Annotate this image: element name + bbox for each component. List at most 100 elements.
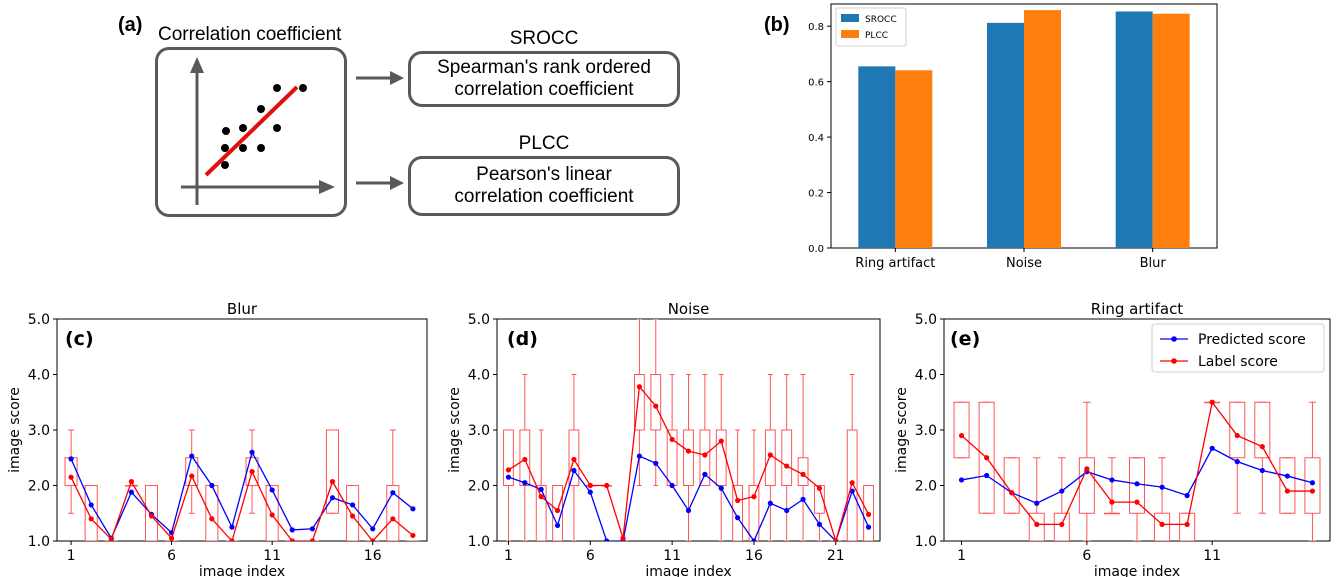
predicted-score-point [1184, 492, 1190, 499]
label-score-point [1109, 499, 1115, 505]
legend-swatch [841, 14, 859, 22]
legend-marker [1171, 358, 1177, 364]
label-score-point [1234, 432, 1240, 439]
y-tick-label: 5.0 [915, 312, 937, 328]
box-iqr [797, 457, 809, 486]
plcc-title: PLCC [518, 133, 570, 154]
box-iqr [325, 429, 340, 514]
legend-label: PLCC [865, 31, 888, 41]
predicted-score-point [68, 456, 74, 462]
y-tick-label: 4.0 [28, 368, 50, 384]
y-tick-label: 4.0 [915, 368, 937, 384]
x-tick-label: 1 [67, 548, 76, 564]
panel-label: (c) [65, 328, 94, 350]
predicted-score-point [1159, 484, 1165, 490]
x-tick-label: 6 [167, 548, 176, 564]
y-tick-label: 1.0 [915, 534, 937, 550]
predicted-score-point [800, 496, 806, 502]
predicted-score-point [269, 487, 275, 493]
predicted-score-point [1259, 467, 1265, 474]
label-score-point [1309, 488, 1316, 494]
label-score-point [849, 480, 855, 486]
label-score-point [390, 516, 396, 522]
label-score-point [522, 456, 528, 463]
predicted-score-point [984, 472, 990, 479]
box-iqr [732, 485, 744, 541]
correlation-box-title: Correlation coefficient [158, 24, 342, 45]
label-score-point [329, 479, 336, 485]
x-tick-label: 1 [957, 548, 966, 564]
predicted-score-point [735, 515, 741, 521]
predicted-score-point [554, 522, 561, 529]
predicted-score-point [958, 477, 965, 483]
label-score-point [718, 438, 724, 444]
predicted-score-point [309, 526, 315, 532]
x-axis-label: image index [1094, 564, 1180, 577]
label-score-point [229, 538, 235, 541]
x-tick-label: 1 [504, 548, 513, 564]
label-score-point [587, 482, 593, 489]
label-score-point [620, 535, 626, 541]
y-tick-label: 2.0 [468, 479, 490, 495]
label-score-point [538, 494, 544, 500]
box-iqr [1279, 457, 1296, 514]
x-tick-label: 16 [364, 548, 382, 564]
line-chart-ring-artifact: Ring artifact (e) 1.0 2.0 3.0 4.0 5.0 1 6 11 image… [894, 300, 1331, 577]
legend-label: Predicted score [1198, 332, 1306, 348]
box-iqr [64, 457, 78, 486]
predicted-score-point [1109, 477, 1115, 483]
predicted-score-point [653, 460, 659, 466]
y-tick-label: 5.0 [468, 312, 490, 328]
label-score-point [1284, 488, 1290, 494]
legend-marker [1171, 336, 1177, 342]
y-axis-label: image score [447, 387, 463, 473]
box-iqr [978, 401, 995, 514]
chart-title: Ring artifact [1091, 300, 1184, 318]
scatter-schematic [181, 57, 335, 205]
panel-b-label: (b) [764, 14, 790, 36]
box-iqr [346, 485, 360, 541]
predicted-score-point [1034, 500, 1040, 506]
y-axis-label: image score [7, 387, 23, 473]
box-iqr [846, 429, 858, 541]
chart-title: Blur [227, 300, 258, 318]
box-iqr [1304, 457, 1321, 514]
label-score-point [702, 452, 708, 458]
label-score-point [800, 471, 806, 477]
box-iqr [535, 485, 547, 541]
box-iqr [1254, 401, 1271, 459]
predicted-score-point [1134, 481, 1140, 487]
label-score-point [751, 494, 757, 500]
predicted-score-point [767, 500, 773, 506]
predicted-score-point [751, 538, 757, 541]
bar-plcc [1152, 13, 1190, 249]
box-iqr [1053, 512, 1070, 541]
predicted-score-point [249, 449, 255, 455]
y-tick-label: 0.6 [808, 78, 824, 89]
label-score-point [269, 512, 275, 518]
y-tick-label: 4.0 [468, 368, 490, 384]
predicted-score-point [1209, 445, 1215, 451]
plot-area [503, 319, 874, 541]
label-score-point [1059, 521, 1065, 527]
label-score-point [784, 463, 790, 469]
label-score-point [1084, 466, 1090, 472]
y-tick-label: 3.0 [468, 423, 490, 439]
box-iqr [386, 485, 400, 541]
box-iqr [503, 429, 514, 486]
label-score-point [865, 511, 872, 517]
box-iqr [1103, 512, 1120, 515]
box-iqr [748, 485, 760, 541]
predicted-score-point [370, 526, 376, 532]
bar-plcc [895, 70, 933, 248]
bar-srocc [858, 66, 896, 249]
label-score-point [189, 473, 195, 479]
predicted-score-point [88, 502, 94, 508]
predicted-score-line [70, 450, 414, 540]
predicted-score-point [538, 486, 544, 492]
label-score-point [816, 485, 823, 491]
predicted-score-point [702, 471, 708, 477]
predicted-score-point [189, 453, 195, 459]
label-score-point [169, 535, 175, 541]
